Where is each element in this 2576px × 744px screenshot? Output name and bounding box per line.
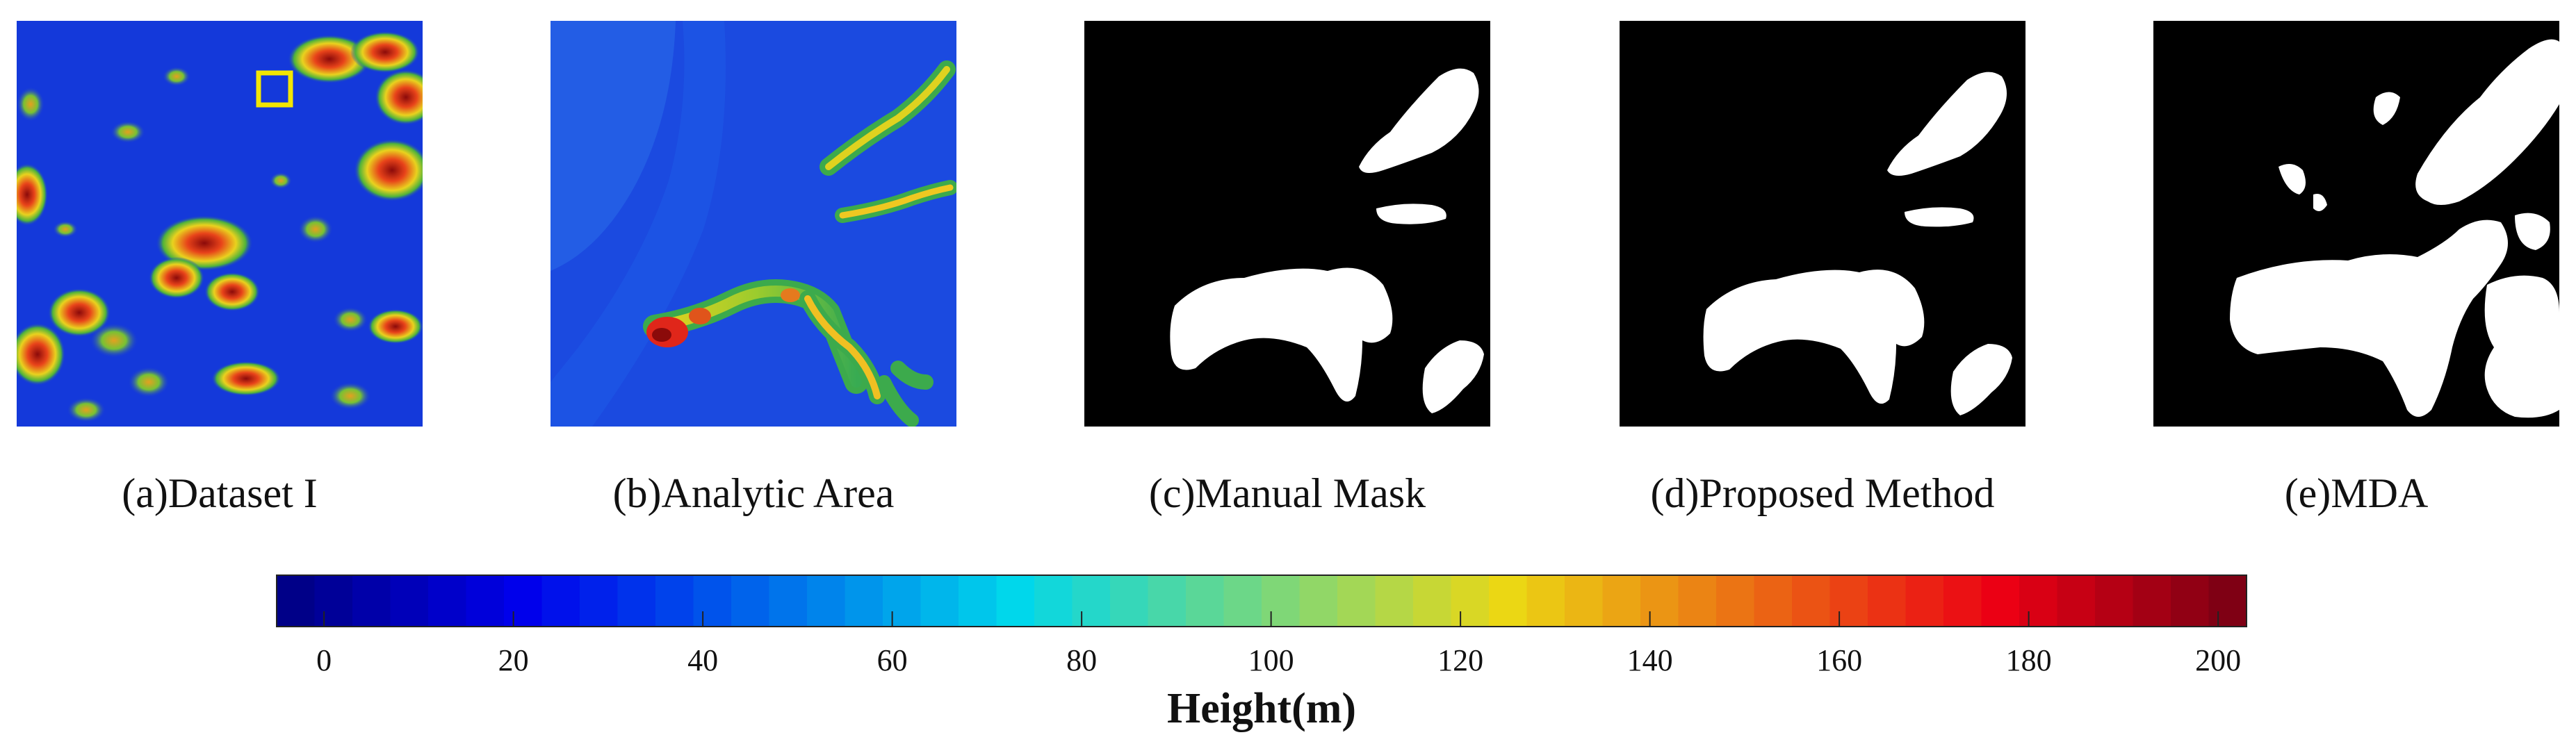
- colorbar-step: [1943, 575, 1982, 627]
- colorbar-frame: [276, 574, 2247, 627]
- colorbar-ticks: 0 20 40 60 80 100 120 140 160 180 200: [316, 611, 2241, 677]
- colorbar-tick-label: 40: [687, 643, 718, 677]
- proposed-method-mask-image: [1620, 21, 2025, 427]
- colorbar-step: [2019, 575, 2058, 627]
- colorbar-step: [1110, 575, 1149, 627]
- colorbar-tick-label: 200: [2195, 643, 2241, 677]
- colorbar-step: [1148, 575, 1187, 627]
- colorbar-step: [466, 575, 505, 627]
- colorbar-step: [1829, 575, 1868, 627]
- colorbar-step: [1337, 575, 1376, 627]
- colorbar-step: [959, 575, 997, 627]
- mask-regions: [2230, 39, 2559, 418]
- colorbar-step: [1716, 575, 1755, 627]
- colorbar-step: [655, 575, 694, 627]
- colorbar-tick-label: 120: [1437, 643, 1483, 677]
- colorbar-tick-label: 0: [316, 643, 332, 677]
- colorbar-tick-label: 160: [1816, 643, 1862, 677]
- colorbar-step: [996, 575, 1035, 627]
- mask-regions: [1170, 68, 1484, 413]
- colorbar-step: [1375, 575, 1414, 627]
- colorbar-step: [1602, 575, 1641, 627]
- mask-regions: [1703, 72, 2012, 415]
- colorbar-step: [2208, 575, 2247, 627]
- colorbar-tick-label: 20: [498, 643, 529, 677]
- panel-mda: [2153, 21, 2559, 427]
- colorbar-tick-label: 80: [1066, 643, 1097, 677]
- caption-mda: (e)MDA: [2284, 470, 2429, 516]
- colorbar-step: [920, 575, 959, 627]
- analytic-area-heightmap-image: [551, 21, 956, 427]
- colorbar-step: [1792, 575, 1831, 627]
- colorbar-step: [1034, 575, 1073, 627]
- dataset-heightmap-image: [17, 21, 423, 427]
- caption-proposed-method: (d)Proposed Method: [1650, 470, 1995, 516]
- colorbar-step: [1905, 575, 1944, 627]
- colorbar-step: [277, 575, 316, 627]
- colorbar-step: [314, 575, 353, 627]
- panel-dataset-heightmap: [17, 21, 423, 427]
- colorbar-step: [1489, 575, 1528, 627]
- colorbar-step: [1678, 575, 1717, 627]
- colorbar-step: [580, 575, 619, 627]
- colorbar-step: [390, 575, 429, 627]
- colorbar-step: [352, 575, 391, 627]
- colorbar-step: [1299, 575, 1338, 627]
- colorbar-step: [845, 575, 883, 627]
- colorbar-step: [504, 575, 543, 627]
- colorbar-step: [541, 575, 580, 627]
- colorbar-step: [1640, 575, 1679, 627]
- manual-mask-image: [1084, 21, 1490, 427]
- colorbar-step: [1868, 575, 1907, 627]
- caption-manual-mask: (c)Manual Mask: [1148, 470, 1426, 516]
- panel-analytic-area: [551, 21, 956, 427]
- terrain-hotspots: [17, 31, 423, 422]
- colorbar-step: [769, 575, 808, 627]
- colorbar-tick-label: 180: [2006, 643, 2052, 677]
- highlight-box: [256, 70, 293, 108]
- panel-manual-mask: [1084, 21, 1490, 427]
- colorbar-step: [883, 575, 922, 627]
- colorbar-step: [1754, 575, 1793, 627]
- colorbar-step: [807, 575, 846, 627]
- colorbar-step: [1186, 575, 1225, 627]
- colorbar-step: [1981, 575, 2020, 627]
- colorbar-step: [1565, 575, 1604, 627]
- colorbar-step: [1526, 575, 1565, 627]
- colorbar-step: [693, 575, 732, 627]
- colorbar-step: [2057, 575, 2096, 627]
- colorbar-step: [617, 575, 656, 627]
- caption-dataset: (a)Dataset I: [122, 470, 318, 516]
- colorbar-step: [1262, 575, 1301, 627]
- colorbar-step: [2133, 575, 2171, 627]
- colorbar-step: [1451, 575, 1490, 627]
- colorbar-step: [428, 575, 467, 627]
- panel-proposed-method: [1620, 21, 2025, 427]
- colorbar-step: [1072, 575, 1111, 627]
- colorbar-steps: [277, 575, 2247, 627]
- colorbar-step: [1413, 575, 1452, 627]
- colorbar-step: [2171, 575, 2210, 627]
- colorbar-tick-label: 100: [1248, 643, 1294, 677]
- colorbar-step: [731, 575, 770, 627]
- caption-analytic-area: (b)Analytic Area: [612, 470, 895, 516]
- mda-mask-image: [2153, 21, 2559, 427]
- colorbar-tick-label: 140: [1627, 643, 1673, 677]
- colorbar-step: [1223, 575, 1262, 627]
- colorbar-step: [2095, 575, 2134, 627]
- colorbar-tick-label: 60: [877, 643, 908, 677]
- colorbar-axis-label: Height(m): [1167, 685, 1356, 732]
